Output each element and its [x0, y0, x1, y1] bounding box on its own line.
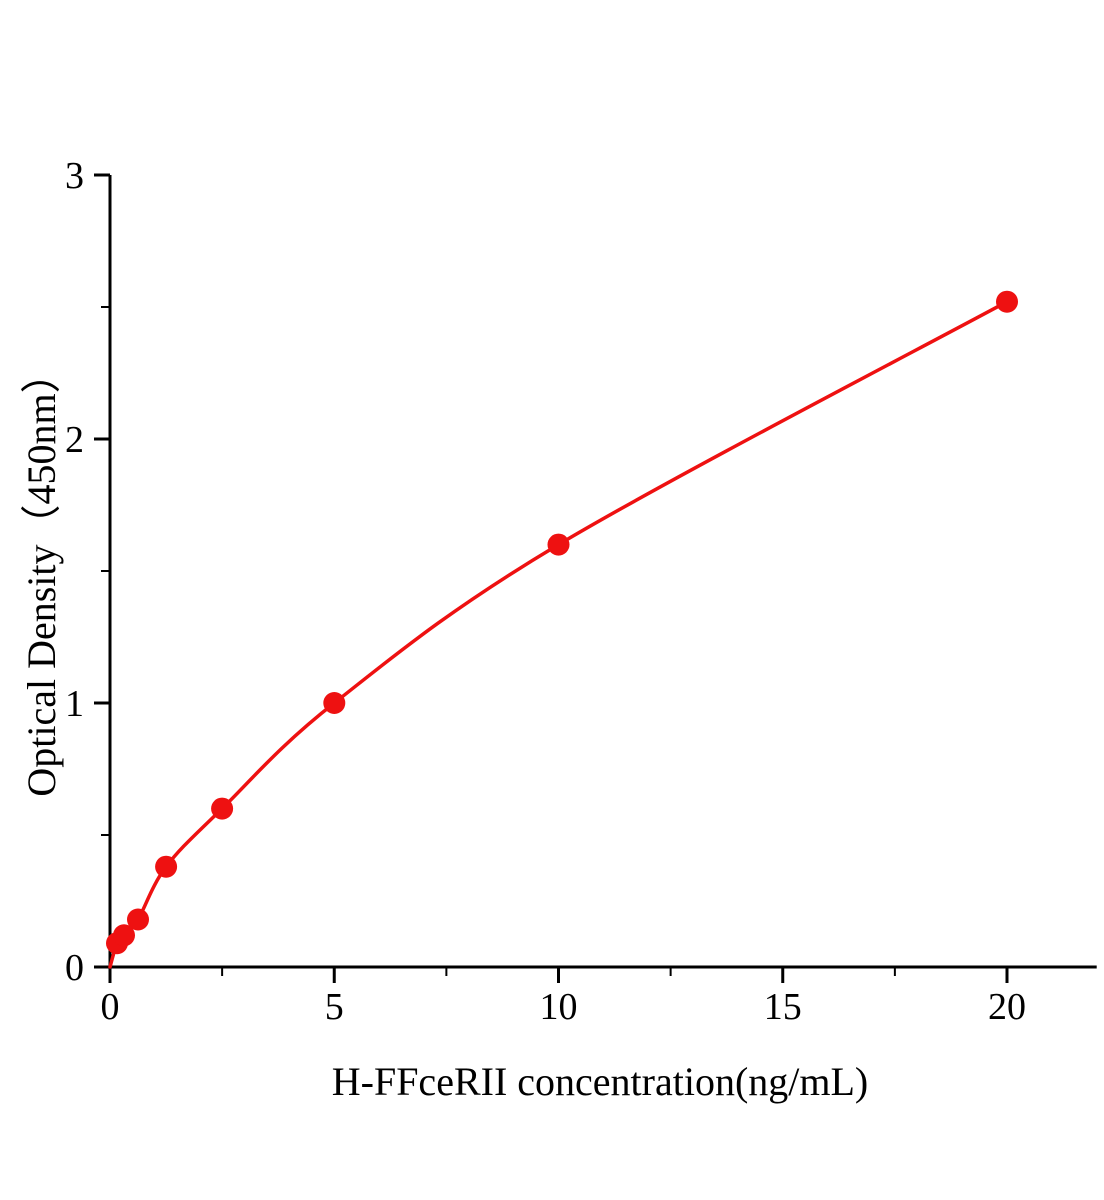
x-tick-label: 0 — [101, 986, 120, 1028]
x-tick-label: 20 — [988, 986, 1026, 1028]
standard-curve-line — [108, 299, 1009, 969]
x-tick-label: 15 — [764, 986, 802, 1028]
data-point-marker — [547, 533, 570, 556]
data-point-marker — [211, 797, 234, 820]
x-axis-label: H-FFceRII concentration(ng/mL) — [331, 1059, 869, 1104]
y-axis-label: Optical Density（450nm） — [19, 353, 64, 797]
y-tick-label: 0 — [65, 947, 84, 989]
y-tick-label: 3 — [65, 155, 84, 197]
data-point-marker — [996, 290, 1018, 313]
data-point-marker — [323, 692, 346, 714]
data-point-marker — [113, 924, 135, 947]
y-tick-label: 2 — [65, 419, 84, 461]
y-tick-label: 1 — [65, 683, 84, 725]
x-tick-label: 10 — [540, 986, 578, 1028]
data-point-marker — [155, 855, 178, 878]
data-point-marker — [127, 908, 149, 931]
x-tick-label: 5 — [325, 986, 344, 1028]
